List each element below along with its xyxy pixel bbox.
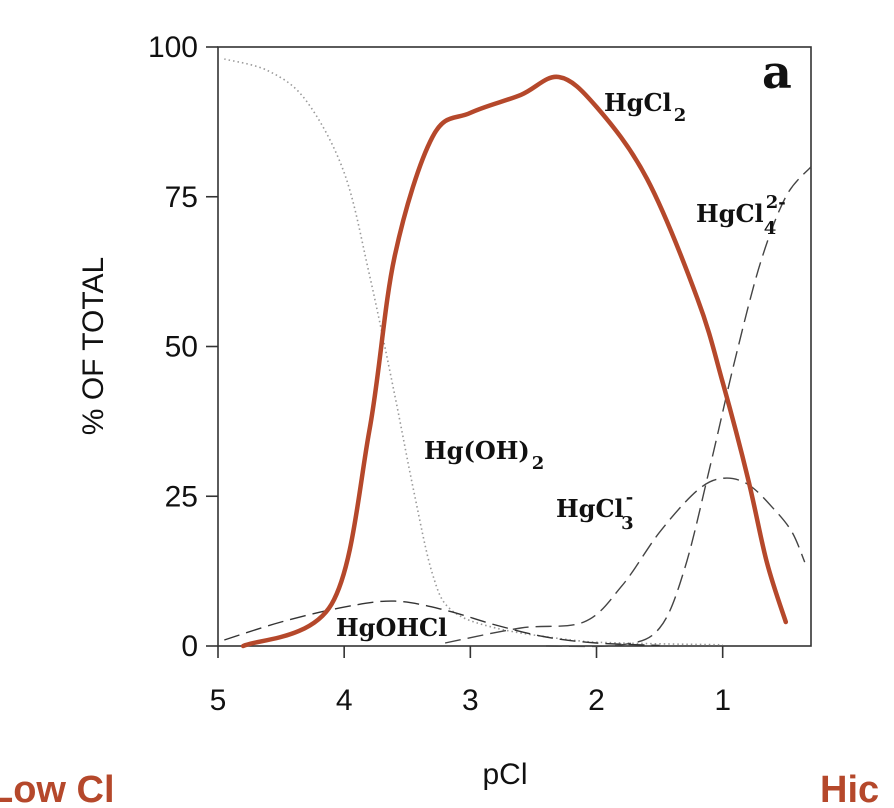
annotation-layer: HgCl 2 HgCl 2-4 Hg(OH) 2 HgCl -3 HgOHCl (336, 88, 786, 642)
plot-frame (217, 46, 812, 647)
y-tick-label: 100 (148, 31, 198, 64)
y-tick-label: 25 (165, 480, 198, 513)
series-layer (224, 58, 812, 649)
corner-label-high: Hic (820, 769, 879, 808)
x-tick-label: 1 (714, 684, 731, 717)
y-tick-label: 50 (165, 331, 198, 364)
y-tick-label: 75 (165, 181, 198, 214)
label-hgcl4: HgCl 2-4 (696, 192, 786, 239)
x-tick-label: 4 (336, 684, 353, 717)
label-hgcl2: HgCl 2 (604, 88, 686, 126)
y-tick-label: 0 (181, 630, 198, 663)
label-hg-oh-2: Hg(OH) 2 (424, 436, 544, 474)
y-axis-title: % OF TOTAL (77, 257, 110, 435)
series-hgcl4-line (545, 166, 812, 648)
label-hgohcl: HgOHCl (336, 613, 447, 642)
series-hgohcl-line (224, 600, 660, 647)
x-tick-label: 2 (588, 684, 605, 717)
x-axis-title: pCl (482, 758, 527, 791)
panel-label: a (762, 45, 792, 99)
y-axis: 0 25 50 75 100 (148, 31, 218, 663)
series-hgcl3-line (444, 477, 806, 644)
x-axis: 5 4 3 2 1 (210, 646, 731, 717)
corner-label-low-cl: Low Cl (0, 769, 115, 808)
series-hgcl2-highlight-line (240, 74, 789, 649)
label-hgcl3: HgCl -3 (556, 487, 634, 534)
series-hg-oh-2-line (224, 58, 723, 646)
x-tick-label: 3 (462, 684, 479, 717)
series-hgcl2-line (242, 76, 787, 647)
x-tick-label: 5 (210, 684, 227, 717)
